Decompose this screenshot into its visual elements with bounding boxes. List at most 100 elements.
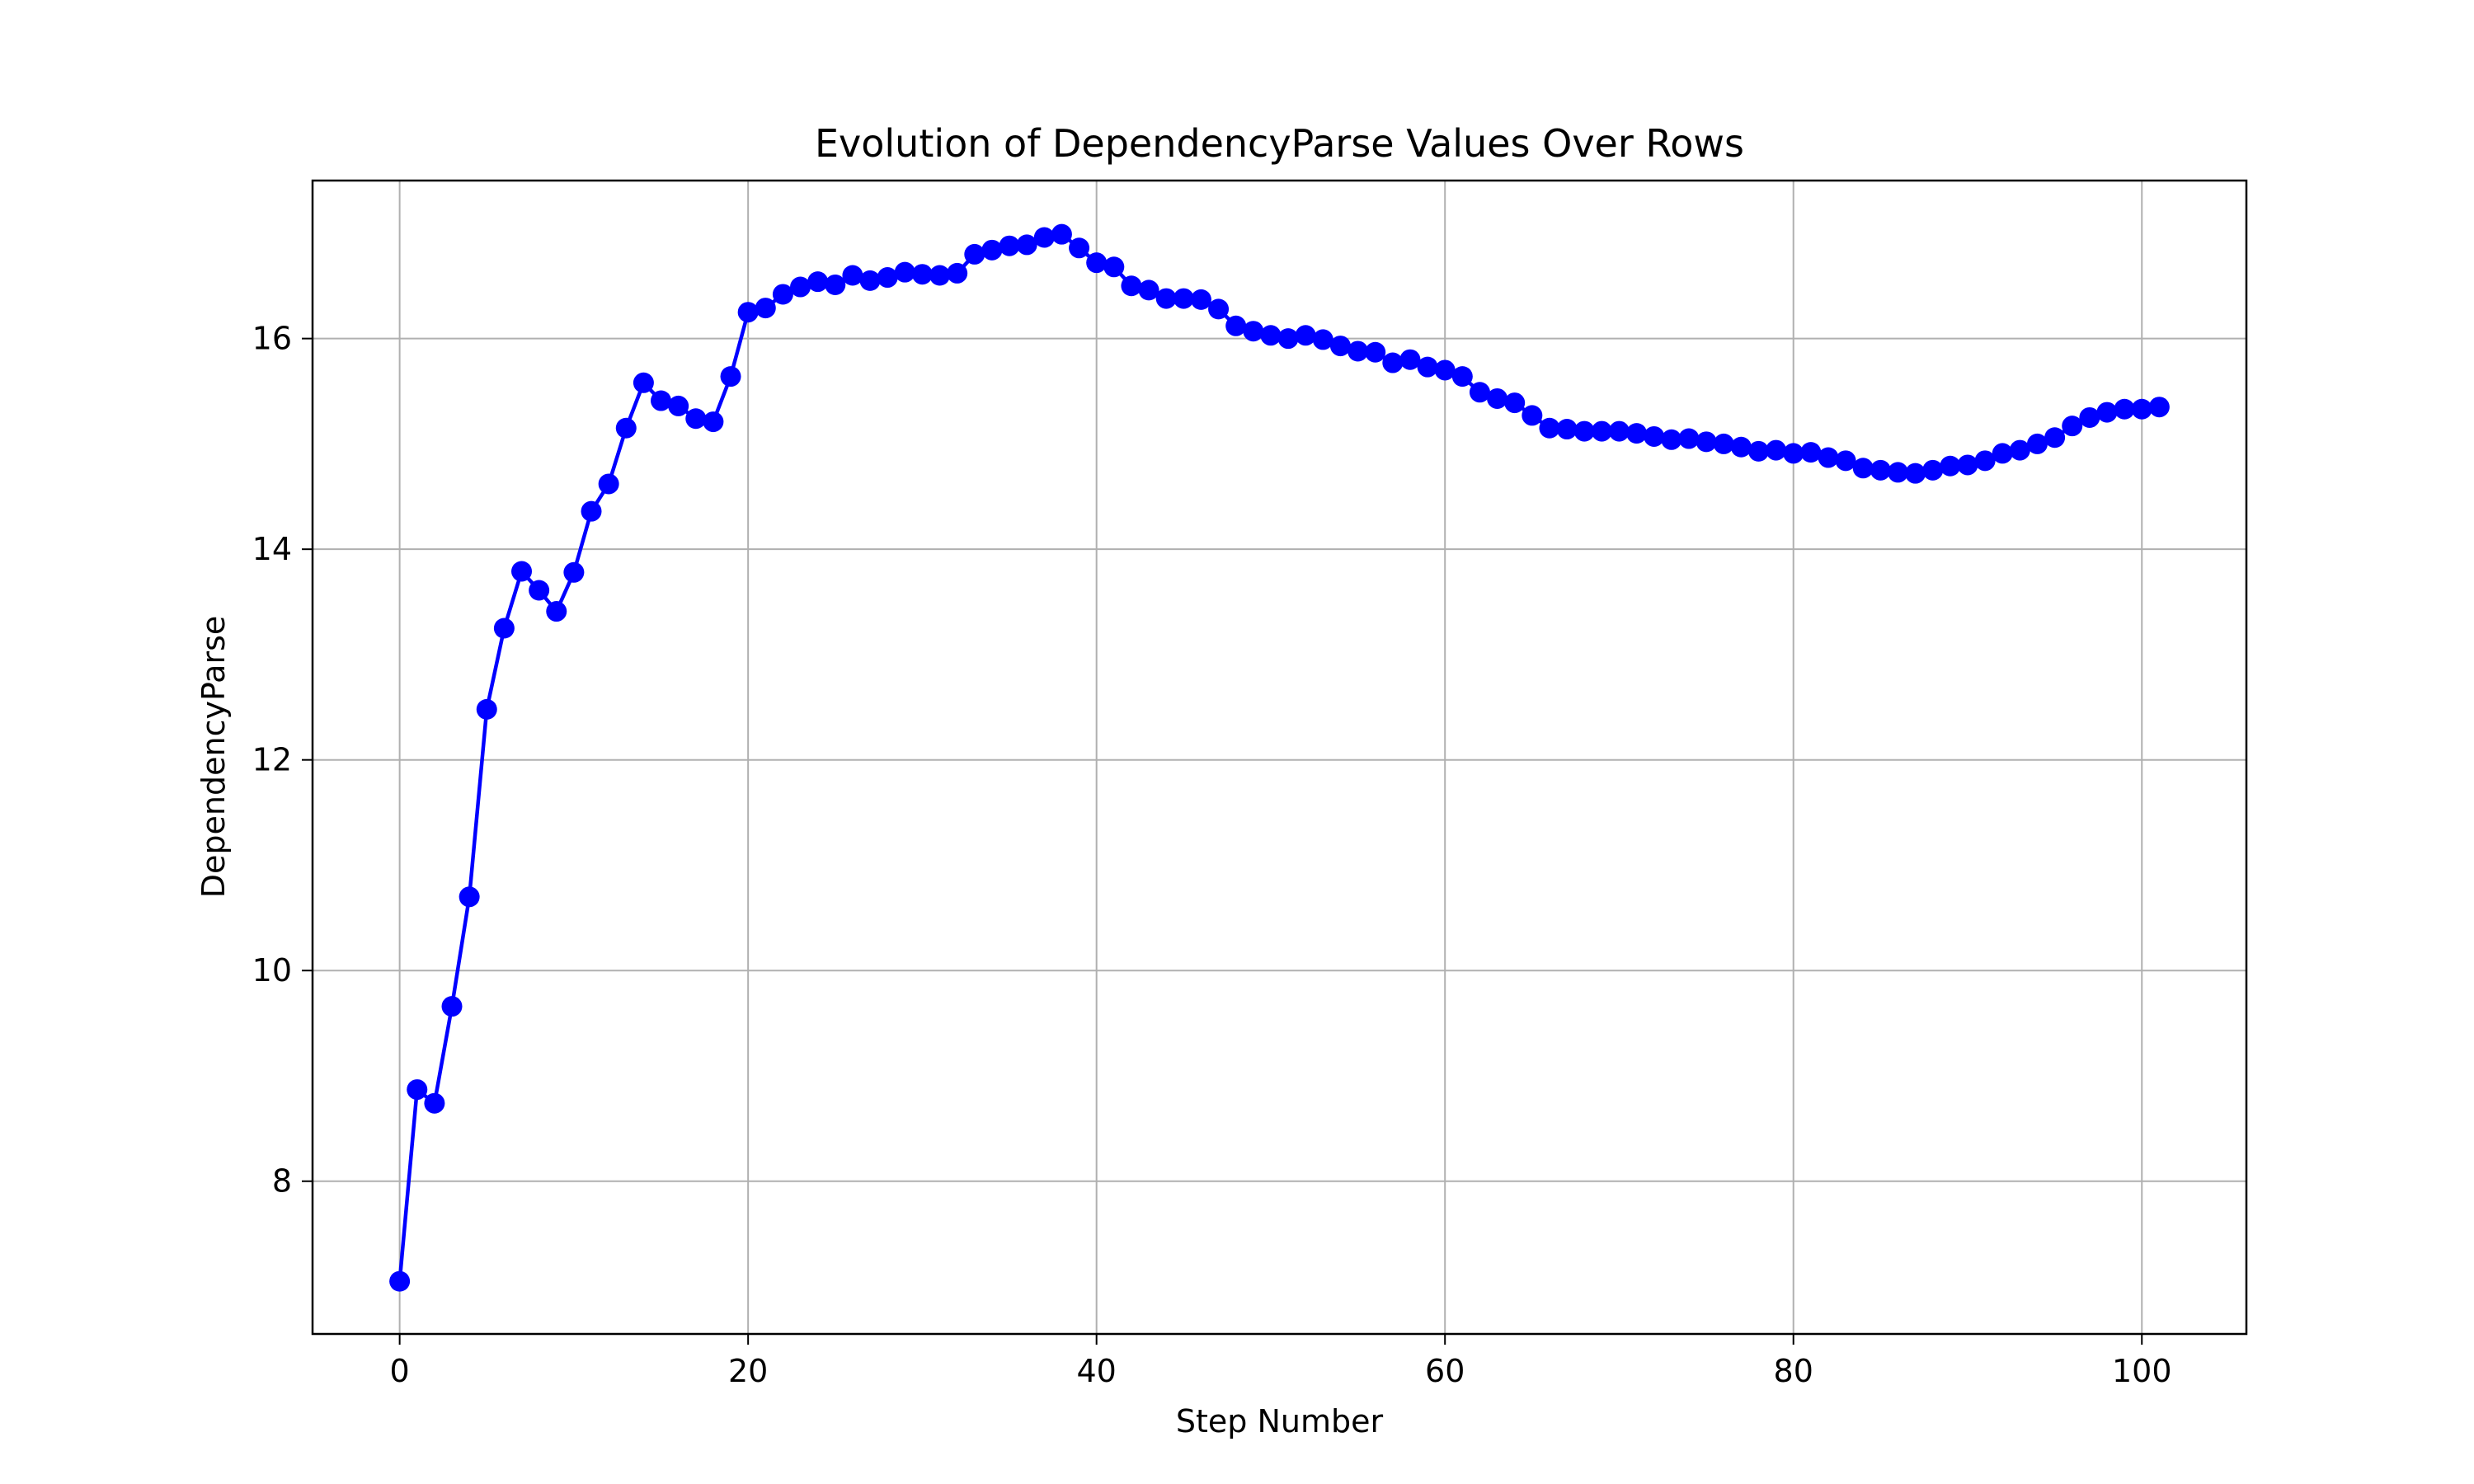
data-point [668, 395, 689, 416]
x-tick-label: 60 [1425, 1353, 1465, 1389]
data-point [511, 561, 533, 582]
data-point [1451, 366, 1473, 387]
y-axis-label: DependencyParse [195, 616, 232, 898]
data-point [1539, 417, 1560, 439]
data-point [424, 1092, 445, 1114]
data-point [1487, 387, 1508, 409]
data-point [1295, 325, 1316, 346]
data-point [2148, 397, 2170, 418]
data-point [389, 1270, 411, 1292]
data-point [929, 265, 951, 286]
data-point [1573, 420, 1595, 442]
data-point [407, 1079, 428, 1101]
data-point [1469, 382, 1490, 403]
data-point [1155, 288, 1177, 309]
data-point [1766, 439, 1787, 461]
data-point [459, 886, 480, 908]
data-point [1365, 341, 1386, 363]
data-point [563, 561, 585, 583]
data-point [633, 372, 654, 393]
data-point [999, 235, 1020, 256]
data-point [1086, 252, 1108, 274]
data-point [1870, 459, 1891, 481]
data-point [598, 473, 619, 495]
data-point [1644, 425, 1665, 447]
data-point [1329, 336, 1351, 357]
data-point [1051, 223, 1072, 245]
data-point [2096, 402, 2118, 423]
y-tick-label: 8 [272, 1163, 292, 1200]
data-point [1434, 359, 1456, 381]
data-point [1818, 447, 1839, 468]
data-point [911, 264, 933, 285]
data-point [703, 411, 724, 433]
data-point [807, 271, 829, 293]
data-point [1747, 440, 1769, 462]
data-point [859, 270, 881, 291]
data-point [441, 996, 463, 1017]
data-point [1069, 237, 1090, 259]
data-point [720, 366, 741, 387]
data-point [685, 408, 707, 430]
data-point [476, 698, 497, 720]
data-point [737, 302, 759, 323]
data-point [2026, 433, 2048, 454]
data-point [1504, 392, 1526, 414]
data-point [1399, 349, 1421, 370]
y-tick-label: 12 [252, 742, 292, 778]
data-point [1312, 329, 1333, 350]
data-point [1522, 405, 1543, 426]
y-tick-label: 10 [252, 952, 292, 989]
x-tick-label: 100 [2112, 1353, 2172, 1389]
data-point [2044, 427, 2066, 448]
data-point [1417, 356, 1438, 378]
data-point [1678, 428, 1700, 449]
y-tick-label: 16 [252, 321, 292, 357]
data-point [1974, 450, 1996, 472]
grid [313, 181, 2246, 1334]
data-point [947, 262, 968, 284]
y-tick-label: 14 [252, 531, 292, 567]
data-point [1121, 275, 1142, 297]
data-point [1887, 462, 1908, 483]
series-layer [389, 223, 2170, 1292]
x-axis-label: Step Number [1176, 1403, 1384, 1439]
data-point [1348, 340, 1369, 362]
x-tick-label: 0 [390, 1353, 410, 1389]
chart-title: Evolution of DependencyParse Values Over… [815, 121, 1744, 166]
data-point [1190, 289, 1211, 310]
data-point [1208, 298, 1230, 320]
data-point [1713, 433, 1734, 454]
data-point [2114, 398, 2135, 420]
data-point [1016, 234, 1037, 256]
data-point [825, 274, 846, 295]
data-point [981, 239, 1003, 261]
data-point [651, 390, 672, 411]
data-point [493, 618, 515, 639]
data-point [2131, 398, 2152, 420]
data-point [1835, 450, 1856, 472]
data-point [877, 267, 898, 289]
data-point [1783, 443, 1804, 464]
data-point [529, 580, 550, 601]
data-point [790, 276, 811, 298]
data-point [894, 261, 915, 283]
data-point [1173, 288, 1194, 309]
data-point [2062, 416, 2083, 437]
data-point [581, 500, 602, 522]
data-point [1138, 279, 1159, 301]
data-point [1696, 431, 1717, 453]
data-point [842, 265, 863, 286]
data-point [1033, 227, 1055, 248]
data-point [1243, 321, 1264, 342]
data-point [1800, 442, 1822, 463]
data-point [1730, 436, 1752, 458]
y-axis: 8 10 12 14 16 [252, 321, 313, 1200]
data-point [2079, 406, 2100, 428]
data-point [1852, 458, 1874, 479]
data-point [964, 243, 985, 265]
data-point [755, 298, 776, 319]
x-tick-label: 80 [1774, 1353, 1813, 1389]
data-point [2009, 439, 2030, 461]
